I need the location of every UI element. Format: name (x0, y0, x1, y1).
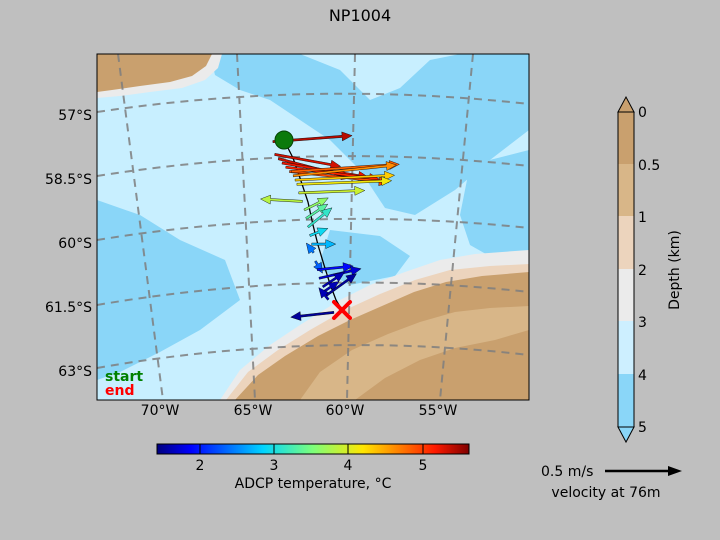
x-tick-label: 65°W (234, 403, 273, 419)
x-tick-label: 60°W (326, 403, 365, 419)
velocity-scale: 0.5 m/s velocity at 76m (541, 464, 682, 501)
chart-title: NP1004 (329, 6, 391, 25)
y-tick-labels: 57°S 58.5°S 60°S 61.5°S 63°S (45, 108, 92, 380)
x-tick-label: 55°W (419, 403, 458, 419)
velocity-arrow (303, 197, 329, 212)
depth-colorbar: 0 0.5 1 2 3 4 5 Depth (km) (617, 95, 683, 444)
velocity-arrow (290, 311, 335, 321)
deep-water-center (318, 230, 410, 285)
y-tick-label: 57°S (58, 108, 92, 124)
velocity-arrow (260, 194, 303, 205)
deep-water-west (97, 200, 240, 380)
y-tick-label: 58.5°S (45, 172, 92, 188)
y-tick-label: 63°S (58, 364, 92, 380)
end-label: end (105, 383, 134, 399)
y-tick-label: 61.5°S (45, 300, 92, 316)
velocity-arrow (311, 239, 337, 249)
x-tick-label: 70°W (141, 403, 180, 419)
temperature-colorbar-gradient (156, 443, 470, 455)
velocity-arrow (292, 161, 397, 178)
depth-tick-label: 2 (638, 263, 647, 279)
velocity-arrow (316, 262, 354, 272)
depth-band (618, 112, 634, 164)
deep-water-north (210, 54, 529, 215)
velocity-arrow (323, 281, 340, 293)
velocity-arrow (306, 242, 317, 255)
velocity-arrow (321, 272, 345, 288)
scale-arrow-label: 0.5 m/s (541, 464, 593, 480)
deep-water-east (460, 150, 529, 262)
depth-colorbar-top-extension (617, 95, 635, 113)
temperature-tick-label: 4 (344, 458, 353, 474)
velocity-arrow (318, 266, 362, 280)
temperature-colorbar: 2 3 4 5 ADCP temperature, °C (156, 443, 470, 492)
velocity-arrow (274, 153, 342, 170)
temperature-tick-label: 2 (196, 458, 205, 474)
depth-colorbar-bottom-extension (617, 426, 635, 444)
temperature-tick-label: 3 (270, 458, 279, 474)
graticule (97, 54, 529, 400)
land-south-america (97, 54, 212, 92)
x-tick-labels: 70°W 65°W 60°W 55°W (141, 403, 458, 419)
start-label: start (105, 369, 143, 385)
velocity-arrow (305, 203, 329, 220)
depth-tick-label: 0.5 (638, 158, 660, 174)
temperature-tick-label: 5 (419, 458, 428, 474)
scale-caption: velocity at 76m (551, 485, 660, 501)
start-marker (274, 130, 294, 150)
land-peninsula (235, 272, 529, 400)
depth-tick-label: 5 (638, 420, 647, 436)
velocity-arrow (318, 287, 330, 301)
depth-tick-label: 0 (638, 105, 647, 121)
velocity-arrow (325, 273, 357, 297)
depth-band (618, 269, 634, 321)
map-panel: start end (97, 54, 529, 400)
velocity-vectors (260, 131, 400, 321)
velocity-arrow (296, 176, 393, 186)
temperature-colorbar-label: ADCP temperature, °C (235, 476, 392, 492)
depth-tick-label: 3 (638, 315, 647, 331)
depth-colorbar-label: Depth (km) (667, 230, 683, 310)
velocity-arrow (294, 170, 396, 182)
velocity-arrow (298, 185, 366, 196)
depth-tick-label: 4 (638, 368, 647, 384)
map-frame (96, 53, 530, 401)
land-highlight (300, 306, 529, 400)
depth-band (618, 164, 634, 216)
scale-arrow-head (668, 466, 682, 476)
velocity-arrow (309, 227, 329, 237)
end-marker (332, 300, 352, 320)
depth-band (618, 321, 634, 374)
depth-band (618, 374, 634, 427)
y-tick-label: 60°S (58, 236, 92, 252)
velocity-arrow (307, 207, 333, 229)
depth-band (618, 216, 634, 269)
depth-tick-label: 1 (638, 210, 647, 226)
